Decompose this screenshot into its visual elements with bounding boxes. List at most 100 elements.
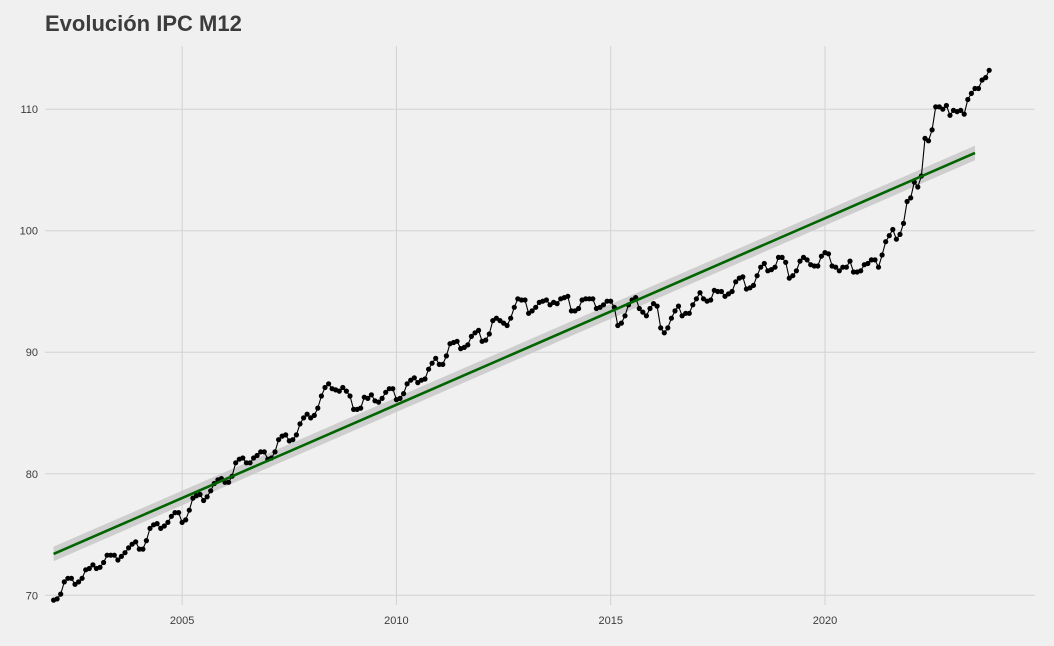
data-point [875,264,882,270]
data-point [97,564,103,570]
tick-label-layer: 70 80 90 100 110 2005 2010 2015 2020 [20,104,838,627]
grid-layer [45,46,1035,605]
data-point [983,75,989,81]
data-point [958,107,964,113]
data-point [761,260,767,267]
data-point [622,313,628,319]
data-point [868,257,875,263]
data-point [750,282,757,288]
data-point [326,381,332,387]
data-point [668,315,675,321]
data-point [311,412,317,418]
data-point [343,388,349,394]
data-point [226,479,232,485]
data-point [115,557,121,563]
data-point [697,290,703,296]
data-point [740,274,746,280]
data-point [90,562,96,568]
data-point [865,260,871,267]
data-point [779,254,785,260]
data-point [79,575,85,581]
data-point [422,376,428,382]
data-point [568,308,575,314]
data-point [240,455,246,461]
data-point [118,553,124,560]
data-point [843,264,850,270]
data-point [825,251,832,257]
data-point [508,315,514,321]
x-tick-label: 2005 [170,615,194,627]
data-point [340,384,346,391]
trend-line-layer [53,151,976,556]
data-point [600,302,607,308]
data-point [590,296,596,302]
data-point [154,521,160,527]
data-point [143,538,149,544]
data-point [243,460,249,466]
data-point [675,303,682,309]
data-point [797,258,803,264]
data-point [61,579,67,585]
data-point [290,437,296,443]
data-point [647,305,653,312]
data-point [365,395,371,401]
y-tick-label: 90 [26,347,38,359]
data-point [454,338,460,344]
data-point [397,395,403,401]
data-point [879,252,885,258]
data-point [108,552,114,558]
data-point [576,305,582,312]
y-tick-label: 80 [26,469,38,481]
data-point [900,220,907,226]
data-point [172,509,178,516]
data-point [715,288,721,295]
data-point [840,264,846,270]
data-point [176,509,182,516]
data-point [754,273,760,279]
data-point [443,353,449,359]
data-point [943,102,950,109]
data-point [293,432,299,438]
data-point [654,303,660,309]
data-point [272,449,278,455]
data-point [925,138,932,144]
data-point [318,393,324,399]
data-point [904,198,910,205]
data-point [729,288,735,295]
y-tick-label: 100 [20,226,38,238]
data-point [890,226,896,233]
data-point [304,411,310,417]
series-line [53,70,990,601]
data-point [54,596,60,602]
data-point [111,552,117,558]
data-point [379,395,385,401]
data-point [283,432,289,438]
data-point [186,507,192,513]
data-point [565,293,571,299]
data-point [608,298,614,304]
data-point [133,539,139,545]
data-point [772,264,778,270]
data-point [136,546,142,552]
data-point [297,421,303,427]
data-point [883,239,889,245]
data-point [404,381,410,387]
data-point [76,579,82,585]
data-point [665,325,671,331]
data-point [522,297,528,303]
data-point [411,375,417,381]
data-point [818,253,825,259]
data-point [683,310,689,316]
series-line-layer [53,70,990,601]
data-point [554,301,560,307]
data-point [783,259,789,265]
data-point [161,523,167,529]
data-point [847,258,853,264]
data-point [940,106,946,112]
data-point [426,366,432,372]
data-point [986,67,992,73]
data-point [140,546,146,552]
data-point [322,384,328,391]
